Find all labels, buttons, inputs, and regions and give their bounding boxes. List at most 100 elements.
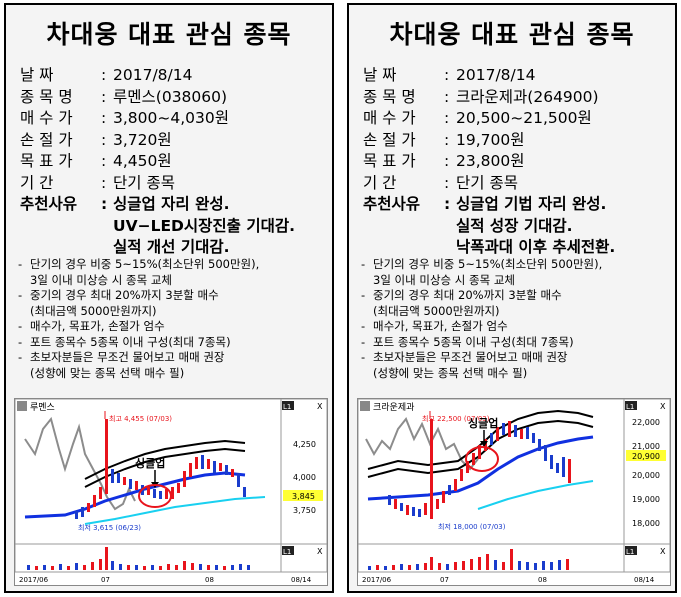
field-value: 크라운제과(264900) [456, 87, 599, 106]
reason-line: 낙폭과대 이후 추세전환. [456, 238, 616, 256]
reason-line: 실적 성장 기대감. [456, 216, 573, 235]
ma-blue [24, 471, 246, 519]
card-title: 차대웅 대표 관심 종목 [389, 20, 635, 49]
field-label: 기 간 [20, 173, 54, 192]
note-item: - 단기의 경우 비중 5~15%(최소단위 500만원), 3일 이내 미상승 시… [361, 257, 671, 288]
field-value: 3,720원 [113, 130, 172, 149]
close-icon[interactable]: X [660, 547, 666, 556]
field-value: 20,500~21,500원 [456, 109, 592, 127]
x-tick: 07 [440, 576, 449, 584]
note-text: 초보자분들은 무조건 물어보고 매매 권장 [30, 350, 225, 364]
stock-card: 차대웅 대표 관심 종목 날 짜:2017/8/14 종 목 명: 크라운제과(2… [347, 3, 677, 593]
note-text: 중기의 경우 최대 20%까지 3분할 매수 [373, 288, 562, 302]
field-label: 기 간 [363, 173, 397, 192]
field-value: 23,800원 [456, 152, 525, 170]
x-tick: 08 [205, 576, 214, 584]
low-label: 최저 3,615 (06/23) [78, 523, 141, 532]
colon: : [101, 173, 107, 192]
field-stop: 손 절 가:19,700원 [363, 130, 615, 152]
colon: : [444, 173, 450, 192]
y-tick: 4,250 [293, 440, 316, 449]
candles [388, 419, 571, 519]
current-price-box [283, 490, 323, 501]
chart-stock-name: 크라운제과 [373, 402, 414, 413]
field-label: 매 수 가 [363, 109, 416, 127]
note-text: 포트 종목수 5종목 이내 구성(최대 7종목) [373, 334, 574, 349]
chart-menu-icon[interactable] [17, 401, 27, 411]
volume-bars [368, 549, 569, 570]
x-tick: 2017/06 [19, 576, 49, 584]
colon: : [444, 195, 451, 213]
colon: : [444, 109, 450, 127]
panel-tag-icon [282, 401, 294, 410]
field-label: 목 표 가 [363, 152, 416, 170]
y-tick: 3,750 [293, 506, 316, 515]
upper-band [84, 439, 246, 480]
colon: : [101, 87, 107, 106]
note-text: 포트 종목수 5종목 이내 구성(최대 7종목) [30, 334, 231, 349]
note-subtext: 3일 이내 미상승 시 종목 교체 [30, 272, 172, 287]
note-item: - 매수가, 목표가, 손절가 엄수 [18, 319, 165, 333]
close-icon[interactable]: X [317, 402, 323, 411]
colon: : [444, 66, 450, 84]
x-tick: 08 [538, 576, 547, 584]
field-label: 추천사유 [20, 195, 78, 213]
candles [75, 419, 246, 519]
field-stock: 종 목 명: 루멘스(038060) [20, 87, 295, 109]
ma-blue [367, 435, 594, 501]
lagging-line [365, 417, 479, 471]
colon: : [101, 109, 107, 127]
x-tick: 07 [101, 576, 110, 584]
current-price: 20,900 [632, 452, 660, 461]
note-item: - 단기의 경우 비중 5~15%(최소단위 500만원), 3일 이내 미상승 시… [18, 257, 328, 288]
reason-line: 싱글업 자리 완성. [113, 195, 230, 213]
field-label: 추천사유 [363, 195, 421, 213]
field-value: 19,700원 [456, 130, 525, 149]
field-buy: 매 수 가:3,800~4,030원 [20, 108, 295, 130]
field-label: 날 짜 [20, 66, 54, 84]
highlight-circle [465, 446, 499, 472]
x-tick: 08/14 [634, 576, 655, 584]
field-reason: 추천사유: 싱글업 기법 자리 완성. [363, 194, 615, 216]
panel-tag-icon [282, 546, 294, 555]
note-item: - 초보자분들은 무조건 물어보고 매매 권장 (성향에 맞는 종목 선택 매수 필… [18, 350, 328, 381]
colon: : [101, 152, 107, 170]
highlight-circle [138, 484, 172, 508]
colon: : [444, 130, 450, 149]
reason-line: UV−LED시장진출 기대감. [113, 216, 296, 235]
close-icon[interactable]: X [660, 402, 666, 411]
pattern-label: 싱글업 [135, 456, 165, 470]
stock-card: 차대웅 대표 관심 종목 날 짜:2017/8/14 종 목 명: 루멘스(038… [4, 3, 334, 593]
close-icon[interactable]: X [317, 547, 323, 556]
colon: : [101, 195, 108, 213]
field-value: 단기 종목 [456, 173, 518, 192]
reason-line: 싱글업 기법 자리 완성. [456, 195, 607, 213]
chart-svg: 루멘스 L1 X L1 X 4,250 4,000 3,750 3,845 [15, 399, 327, 584]
chart-menu-icon[interactable] [360, 401, 370, 411]
card-title: 차대웅 대표 관심 종목 [46, 20, 292, 49]
note-text: 초보자분들은 무조건 물어보고 매매 권장 [373, 350, 568, 364]
x-tick: 2017/06 [362, 576, 392, 584]
stock-chart: 크라운제과 L1 X L1 X 22,000 21,000 20,000 19,… [357, 398, 671, 586]
note-subtext: (성향에 맞는 종목 선택 매수 필) [373, 365, 528, 380]
field-value: 루멘스(038060) [113, 87, 228, 106]
x-tick: 08/14 [291, 576, 312, 584]
notes: - 단기의 경우 비중 5~15%(최소단위 500만원), 3일 이내 미상승 시… [361, 257, 671, 381]
high-label: 최고 22,500 (07/03) [422, 414, 490, 423]
note-item: - 중기의 경우 최대 20%까지 3분할 매수 (최대금액 5000만원까지) [18, 288, 328, 319]
field-label: 종 목 명 [20, 87, 73, 106]
field-value: 3,800~4,030원 [113, 109, 229, 127]
colon: : [444, 87, 450, 106]
field-label: 종 목 명 [363, 87, 416, 106]
field-period: 기 간: 단기 종목 [363, 173, 615, 195]
volume-bars [27, 547, 250, 570]
field-date: 날 짜:2017/8/14 [363, 65, 615, 87]
field-label: 손 절 가 [363, 130, 416, 149]
field-buy: 매 수 가:20,500~21,500원 [363, 108, 615, 130]
note-item: - 포트 종목수 5종목 이내 구성(최대 7종목) [361, 334, 574, 349]
y-tick: 19,000 [632, 495, 660, 504]
stock-chart: 루멘스 L1 X L1 X 4,250 4,000 3,750 3,845 [14, 398, 328, 586]
panel-tag-icon [625, 546, 637, 555]
field-stop: 손 절 가:3,720원 [20, 130, 295, 152]
notes: - 단기의 경우 비중 5~15%(최소단위 500만원), 3일 이내 미상승 시… [18, 257, 328, 381]
